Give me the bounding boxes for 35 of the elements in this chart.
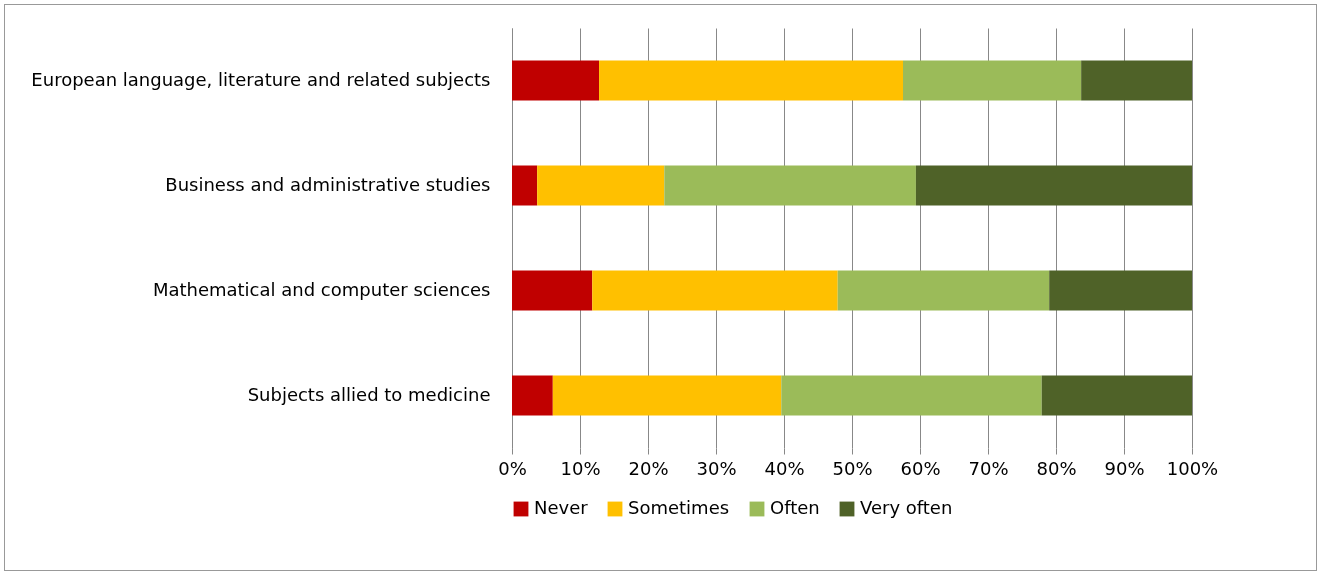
x-tick-label: 40% <box>764 457 805 479</box>
bar <box>592 270 838 311</box>
bar <box>1081 60 1192 101</box>
x-tick-label: 80% <box>1036 457 1077 479</box>
bar <box>781 375 1042 416</box>
bar <box>915 165 1192 206</box>
x-tick-label: 90% <box>1104 457 1145 479</box>
bar <box>903 60 1082 101</box>
bar <box>537 165 665 206</box>
bar <box>512 60 600 101</box>
x-tick-label: 100% <box>1166 457 1219 479</box>
bar <box>599 60 903 101</box>
bar <box>664 165 916 206</box>
legend-label: Never <box>534 497 589 518</box>
bar <box>1049 270 1192 311</box>
x-tick-label: 30% <box>696 457 737 479</box>
x-tick-label: 0% <box>498 457 527 479</box>
bar <box>512 165 538 206</box>
y-tick-label: European language, literature and related subjects <box>31 68 491 90</box>
y-tick-label: Subjects allied to medicine <box>247 383 491 405</box>
x-tick-label: 70% <box>968 457 1009 479</box>
y-tick-label: Mathematical and computer sciences <box>152 278 491 300</box>
bar <box>512 375 553 416</box>
legend-label: Very often <box>860 497 953 518</box>
legend-label: Sometimes <box>628 497 730 518</box>
bar <box>837 270 1050 311</box>
x-tick-label: 60% <box>900 457 941 479</box>
x-tick-label: 10% <box>560 457 601 479</box>
bar <box>1041 375 1192 416</box>
x-tick-label: 50% <box>832 457 873 479</box>
legend-label: Often <box>770 497 820 518</box>
bar <box>552 375 782 416</box>
bar <box>512 270 593 311</box>
x-tick-label: 20% <box>628 457 669 479</box>
y-tick-label: Business and administrative studies <box>165 173 491 195</box>
